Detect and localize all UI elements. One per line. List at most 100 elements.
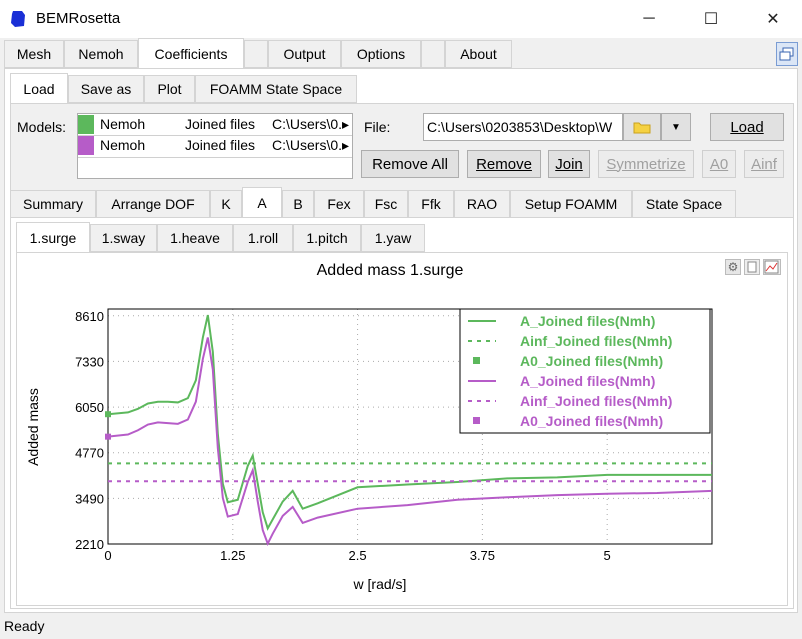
tab-fex[interactable]: Fex <box>314 190 364 218</box>
join-button[interactable]: Join <box>548 150 590 178</box>
a0-button-label: A0 <box>709 155 729 173</box>
close-button[interactable]: ✕ <box>766 11 780 28</box>
tab-1-sway[interactable]: 1.sway <box>90 224 157 252</box>
model-color-swatch <box>78 136 94 155</box>
added-mass-chart: Added mass 1.surge 0 1.25 2.5 3.75 5 2210 3490… <box>25 262 713 592</box>
browse-folder-button[interactable] <box>623 113 661 141</box>
tab-spacer <box>244 40 268 68</box>
tab-summary[interactable]: Summary <box>10 190 96 218</box>
ainf-button[interactable]: Ainf <box>744 150 784 178</box>
models-list[interactable]: Nemoh Joined files C:\Users\0.▸ Nemoh Jo… <box>77 113 353 179</box>
tab-ffk[interactable]: Ffk <box>408 190 454 218</box>
tab-coefficients[interactable]: Coefficients <box>138 38 244 69</box>
tab-plot[interactable]: Plot <box>144 75 195 103</box>
gear-icon[interactable]: ⚙ <box>725 259 741 275</box>
tab-a[interactable]: A <box>242 187 282 218</box>
a0-marker <box>105 411 111 418</box>
model-type: Joined files <box>185 116 256 132</box>
x-tick-label: 5 <box>604 548 611 563</box>
tab-1-heave[interactable]: 1.heave <box>157 224 233 252</box>
tab-save-as[interactable]: Save as <box>68 75 144 103</box>
tab-spacer-2 <box>421 40 445 68</box>
x-axis-label: w [rad/s] <box>353 576 407 592</box>
plot-frame <box>107 308 713 545</box>
tab-about[interactable]: About <box>445 40 512 68</box>
y-tick-label: 4770 <box>75 446 104 461</box>
tab-load[interactable]: Load <box>10 73 68 104</box>
chart-export-icon[interactable] <box>763 259 781 275</box>
model-path: C:\Users\0.▸ <box>272 116 350 132</box>
model-name: Nemoh <box>100 137 146 153</box>
model-row[interactable]: Nemoh Joined files C:\Users\0.▸ <box>78 136 352 155</box>
tab-1-pitch[interactable]: 1.pitch <box>293 224 361 252</box>
model-type: Joined files <box>185 137 256 153</box>
app-logo-icon <box>11 11 25 27</box>
legend-label: Ainf_Joined files(Nmh) <box>520 333 672 349</box>
y-tick-label: 6050 <box>75 400 104 415</box>
load-button[interactable]: Load <box>710 113 784 141</box>
remove-button[interactable]: Remove <box>467 150 541 178</box>
x-tick-label: 0 <box>104 548 111 563</box>
tab-setup-foamm[interactable]: Setup FOAMM <box>510 190 632 218</box>
row-divider <box>78 157 352 158</box>
x-tick-label: 2.5 <box>349 548 367 563</box>
tab-fsc[interactable]: Fsc <box>364 190 408 218</box>
a0-button[interactable]: A0 <box>702 150 736 178</box>
legend-label: A0_Joined files(Nmh) <box>520 413 663 429</box>
windows-icon <box>779 47 794 61</box>
y-axis-label: Added mass <box>25 388 41 466</box>
title-bar: BEMRosetta ─ ☐ ✕ <box>0 0 802 38</box>
tab-options[interactable]: Options <box>341 40 421 68</box>
symmetrize-button-label: Symmetrize <box>606 155 686 173</box>
chevron-down-icon: ▼ <box>671 121 681 133</box>
tab-nemoh[interactable]: Nemoh <box>64 40 138 68</box>
row-divider <box>78 135 352 136</box>
tab-1-roll[interactable]: 1.roll <box>233 224 293 252</box>
legend-marker <box>473 417 480 424</box>
history-dropdown-button[interactable]: ▼ <box>661 113 691 141</box>
model-path: C:\Users\0.▸ <box>272 137 350 153</box>
legend-label: A0_Joined files(Nmh) <box>520 353 663 369</box>
x-tick-label: 1.25 <box>220 548 245 563</box>
a0-marker <box>105 433 111 440</box>
minimize-button[interactable]: ─ <box>643 10 655 27</box>
x-tick-label: 3.75 <box>470 548 495 563</box>
tab-mesh[interactable]: Mesh <box>4 40 64 68</box>
model-row[interactable]: Nemoh Joined files C:\Users\0.▸ <box>78 115 352 134</box>
remove-all-button[interactable]: Remove All <box>361 150 459 178</box>
tab-foamm-state-space[interactable]: FOAMM State Space <box>195 75 357 103</box>
restore-windows-button[interactable] <box>776 42 798 66</box>
load-button-label: Load <box>730 118 764 136</box>
models-label: Models: <box>17 119 67 135</box>
tab-k[interactable]: K <box>210 190 242 218</box>
legend-box <box>459 308 711 434</box>
legend: A_Joined files(Nmh) Ainf_Joined files(Nmh… <box>459 308 711 434</box>
file-path-input[interactable]: C:\Users\0203853\Desktop\W <box>423 113 623 141</box>
copy-icon[interactable] <box>744 259 760 275</box>
file-label: File: <box>364 119 391 135</box>
tab-b[interactable]: B <box>282 190 314 218</box>
remove-button-label: Remove <box>476 155 532 173</box>
added-mass-line <box>107 314 712 531</box>
y-tick-label: 8610 <box>75 309 104 324</box>
tab-state-space[interactable]: State Space <box>632 190 736 218</box>
added-mass-line <box>107 337 713 547</box>
series-layer <box>105 314 713 547</box>
y-tick-label: 7330 <box>75 354 104 369</box>
symmetrize-button[interactable]: Symmetrize <box>598 150 694 178</box>
tab-output[interactable]: Output <box>268 40 341 68</box>
window-title: BEMRosetta <box>36 10 121 27</box>
maximize-button[interactable]: ☐ <box>703 11 719 28</box>
legend-label: Ainf_Joined files(Nmh) <box>520 393 672 409</box>
model-name: Nemoh <box>100 116 146 132</box>
tab-1-yaw[interactable]: 1.yaw <box>361 224 425 252</box>
tab-rao[interactable]: RAO <box>454 190 510 218</box>
axis-ticks: 0 1.25 2.5 3.75 5 2210 3490 4770 6050 7330 8610 <box>75 309 611 563</box>
ainf-button-label: Ainf <box>751 155 777 173</box>
join-button-label: Join <box>555 155 583 173</box>
y-tick-label: 2210 <box>75 537 104 552</box>
legend-label: A_Joined files(Nmh) <box>520 313 655 329</box>
tab-arrange-dof[interactable]: Arrange DOF <box>96 190 210 218</box>
legend-label: A_Joined files(Nmh) <box>520 373 655 389</box>
tab-1-surge[interactable]: 1.surge <box>16 222 90 253</box>
